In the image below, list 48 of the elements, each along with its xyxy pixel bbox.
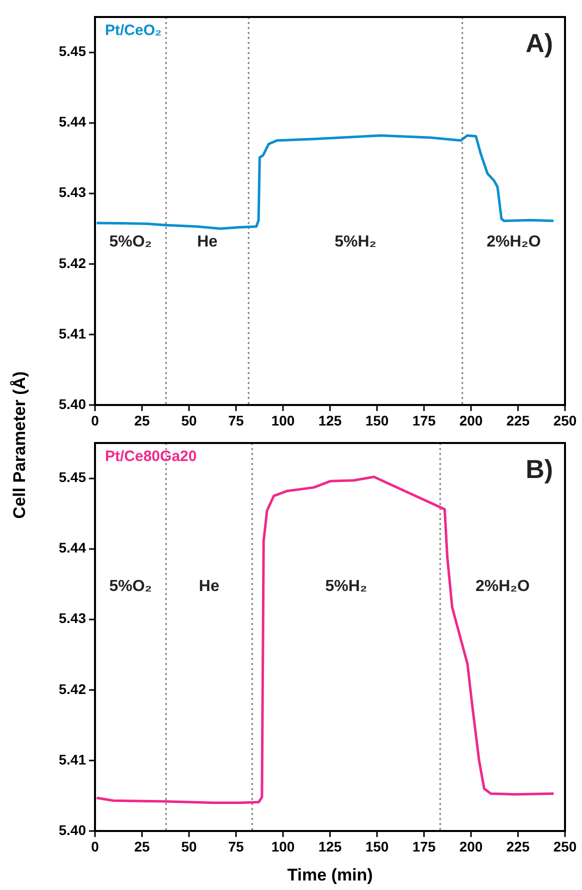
y-tick-label: 5.40	[58, 822, 86, 838]
y-tick-label: 5.42	[58, 254, 86, 271]
annotation: He	[198, 578, 220, 595]
annotation: 5%O₂	[109, 233, 152, 250]
x-tick-label: 25	[134, 838, 150, 854]
x-tick-label: 250	[553, 412, 577, 428]
y-tick-label: 5.43	[58, 184, 86, 200]
x-tick-label: 0	[91, 412, 100, 428]
annotation: A)	[526, 28, 553, 58]
y-tick-label: 5.45	[58, 469, 86, 486]
y-axis-title: Cell Parameter (Å)	[10, 371, 30, 519]
x-tick-label: 125	[318, 412, 342, 428]
x-tick-label: 125	[318, 838, 342, 854]
x-tick-label: 175	[412, 838, 436, 854]
x-tick-label: 150	[365, 412, 389, 428]
annotation: He	[197, 233, 218, 250]
y-tick-label: 5.44	[58, 540, 86, 556]
x-tick-label: 200	[459, 412, 483, 428]
y-tick-label: 5.42	[58, 680, 86, 697]
x-tick-label: 0	[91, 838, 100, 854]
x-tick-label: 225	[506, 838, 530, 854]
x-tick-label: 100	[271, 412, 295, 428]
text: Pt/Ce80Ga20	[105, 448, 197, 466]
y-tick-label: 5.41	[58, 751, 86, 768]
annotation: 5%H₂	[334, 233, 376, 250]
annotation: 5%O₂	[109, 578, 152, 595]
x-tick-label: 225	[506, 412, 530, 428]
annotation: 5%H₂	[325, 578, 368, 595]
y-tick-label: 5.41	[58, 325, 86, 342]
annotation: 2%H₂O	[475, 578, 530, 595]
y-tick-label: 5.40	[58, 396, 86, 412]
x-tick-label: 50	[181, 412, 197, 428]
annotation: B)	[526, 454, 553, 484]
x-tick-label: 75	[228, 838, 244, 854]
x-tick-label: 25	[134, 412, 150, 428]
x-tick-label: 200	[459, 838, 483, 854]
annotation: 2%H₂O	[486, 233, 541, 250]
y-tick-label: 5.45	[58, 43, 86, 60]
y-tick-label: 5.44	[58, 114, 86, 130]
x-tick-label: 175	[412, 412, 436, 428]
x-tick-label: 150	[365, 838, 389, 854]
text: Pt/CeO₂	[105, 22, 162, 40]
x-tick-label: 100	[271, 838, 295, 854]
x-axis-title: Time (min)	[287, 865, 373, 884]
x-tick-label: 75	[228, 412, 244, 428]
x-tick-label: 50	[181, 838, 197, 854]
y-tick-label: 5.43	[58, 610, 86, 626]
x-tick-label: 250	[553, 838, 577, 854]
